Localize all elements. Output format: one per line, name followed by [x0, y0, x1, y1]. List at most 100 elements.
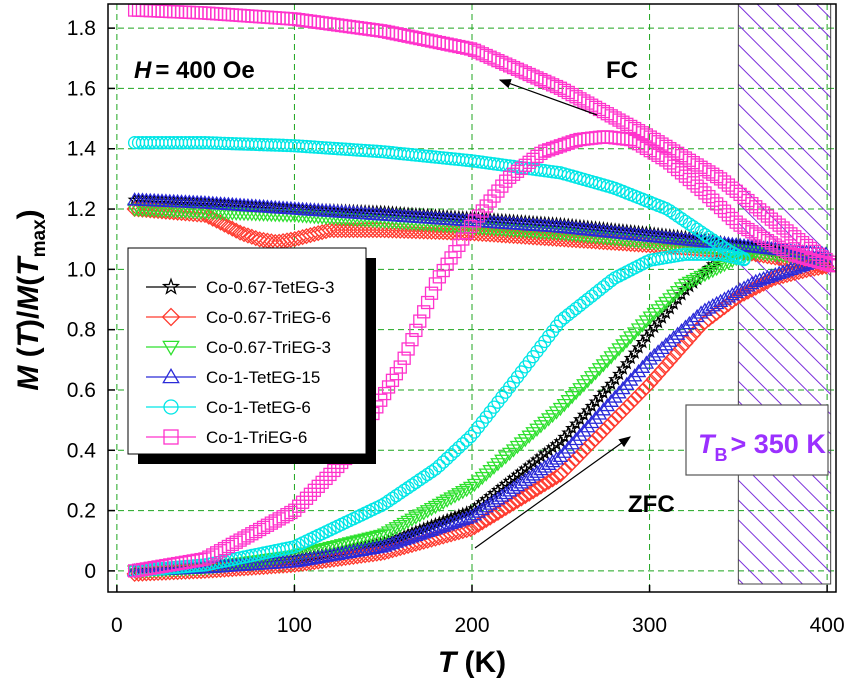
zfc-point: [479, 199, 493, 213]
legend-label: Co-1-TetEG-15: [206, 368, 320, 387]
fc-point: [167, 5, 181, 19]
zfc-arrow: [474, 436, 631, 549]
zfc-point: [732, 282, 748, 296]
tb-subscript: B: [715, 445, 728, 465]
fc-point: [220, 218, 237, 235]
fc-point: [372, 222, 389, 239]
zfc-point: [581, 131, 595, 146]
tb-symbol: T: [698, 429, 717, 459]
zfc-point: [576, 423, 592, 437]
zfc-point: [631, 340, 646, 354]
zfc-point: [428, 277, 443, 291]
zfc-point: [327, 463, 341, 478]
zfc-point: [600, 277, 614, 291]
fc-point: [335, 18, 349, 33]
fc-point: [325, 222, 342, 239]
legend-label: Co-0.67-TriEG-3: [206, 338, 331, 357]
zfc-point: [322, 541, 338, 556]
zfc-point: [455, 486, 471, 500]
zfc-point: [744, 275, 760, 290]
fc-point: [342, 19, 357, 34]
fc-point: [182, 5, 196, 20]
fc-point: [245, 9, 259, 23]
fc-point: [818, 254, 834, 269]
zfc-point: [618, 398, 635, 416]
zfc-point: [460, 433, 474, 447]
zfc-point: [552, 466, 569, 483]
legend-marker: [162, 368, 180, 384]
fc-point: [337, 222, 354, 239]
legend-marker: [163, 399, 179, 415]
zfc-point: [560, 440, 576, 454]
fc-point: [268, 11, 282, 25]
fc-point: [341, 222, 358, 239]
y-tick-label: 0.6: [67, 379, 96, 402]
zfc-point: [315, 475, 329, 490]
zfc-point: [819, 256, 833, 271]
tb-value: > 350 K: [731, 429, 827, 459]
zfc-point: [487, 189, 501, 203]
zfc-point: [567, 450, 585, 467]
zfc-point: [451, 488, 467, 502]
x-axis-symbol: T: [438, 646, 459, 679]
legend-item: Co-1-TetEG-15: [146, 368, 320, 387]
zfc-point: [677, 335, 694, 352]
fc-point: [333, 222, 350, 239]
zfc-point: [697, 268, 713, 283]
zfc-point: [497, 499, 514, 517]
zfc-point: [690, 179, 704, 193]
zfc-point: [588, 286, 603, 300]
zfc-point: [600, 130, 614, 144]
zfc-point: [408, 511, 424, 525]
zfc-point: [615, 361, 630, 375]
zfc-point: [323, 467, 337, 482]
zfc-point: [634, 359, 651, 373]
zfc-point: [467, 214, 482, 228]
zfc-point: [443, 492, 459, 506]
legend-item: Co-1-TriEG-6: [146, 428, 307, 447]
zfc-point: [608, 131, 622, 145]
fc-point: [177, 205, 194, 222]
zfc-point: [685, 274, 701, 289]
zfc-point: [462, 520, 479, 538]
zfc-point: [369, 530, 385, 545]
zfc-point: [392, 519, 408, 534]
zfc-point: [565, 304, 579, 319]
zfc-point: [604, 376, 619, 391]
zfc-point: [471, 209, 486, 223]
fc-point: [358, 22, 372, 36]
fc-point: [698, 162, 712, 177]
zfc-point: [616, 132, 630, 146]
legend-marker: [161, 277, 181, 295]
zfc-point: [333, 539, 350, 553]
zfc-point: [428, 462, 443, 476]
fc-point: [135, 4, 150, 18]
zfc-point: [572, 412, 588, 426]
zfc-point: [557, 429, 572, 444]
zfc-point: [585, 131, 599, 145]
zfc-point: [658, 337, 674, 351]
fc-point: [190, 6, 204, 20]
zfc-point: [626, 368, 643, 382]
fc-point: [362, 22, 376, 36]
field-symbol: H: [134, 57, 152, 84]
zfc-point: [475, 204, 489, 218]
zfc-point: [642, 375, 659, 392]
zfc-point: [524, 483, 542, 500]
zfc-point: [303, 487, 318, 501]
fc-point: [319, 16, 333, 31]
fc-point: [151, 4, 165, 18]
zfc-point: [729, 215, 743, 229]
axis-ticks: 0 100 200 300 400 0 0.2 0.4 0.6 0.8 1.0 1.2 1.4 1.6 1.…: [67, 17, 845, 637]
zfc-point: [588, 131, 603, 145]
legend-marker: [163, 429, 179, 445]
zfc-point: [572, 427, 588, 441]
zfc-point: [712, 260, 729, 275]
zfc-point: [376, 528, 393, 542]
zfc-point: [592, 389, 607, 404]
zfc-point: [689, 308, 705, 323]
zfc-point: [623, 350, 638, 365]
fc-point: [233, 8, 247, 23]
zfc-point: [397, 351, 411, 365]
